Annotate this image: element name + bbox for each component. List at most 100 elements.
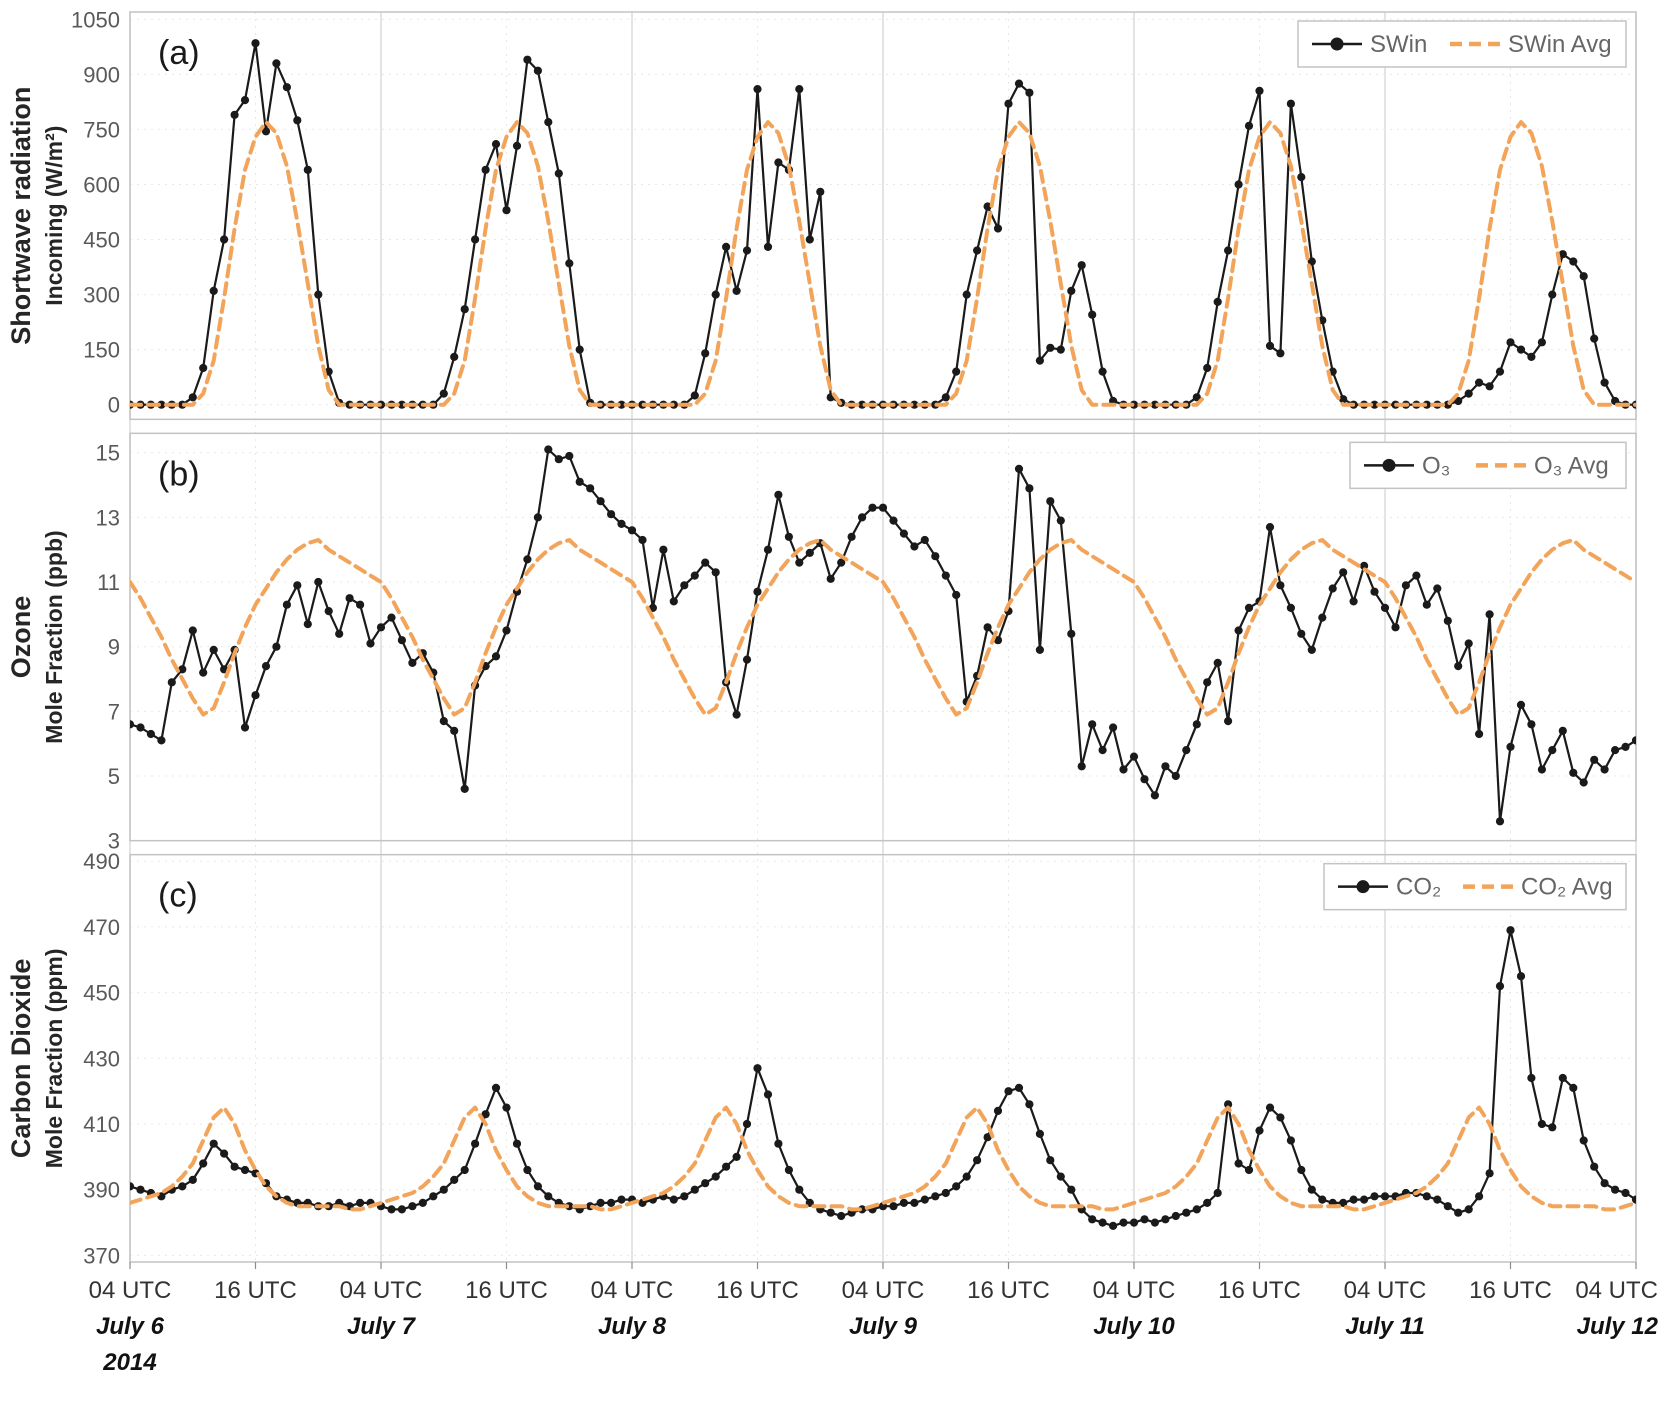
data-marker bbox=[356, 600, 365, 609]
data-marker bbox=[1506, 926, 1515, 935]
x-date-label: July 12 bbox=[1577, 1313, 1659, 1340]
data-marker bbox=[533, 1182, 543, 1191]
y-tick-label: 470 bbox=[83, 915, 120, 940]
y-tick-label: 3 bbox=[108, 829, 120, 854]
y-axis-subtitle: Incoming (W/m²) bbox=[41, 126, 67, 306]
legend-label: SWin Avg bbox=[1508, 31, 1612, 58]
data-marker bbox=[1244, 603, 1254, 613]
data-marker bbox=[732, 286, 741, 295]
data-marker bbox=[1548, 1123, 1557, 1132]
data-marker bbox=[303, 620, 312, 629]
data-marker bbox=[1516, 345, 1526, 354]
data-marker bbox=[1004, 99, 1013, 108]
x-tick-label: 04 UTC bbox=[1093, 1277, 1176, 1304]
y-tick-label: 410 bbox=[83, 1112, 120, 1137]
data-marker bbox=[1046, 497, 1055, 506]
data-marker bbox=[450, 1175, 459, 1184]
data-marker bbox=[157, 736, 166, 745]
data-marker bbox=[512, 1139, 522, 1148]
data-marker bbox=[1370, 587, 1379, 596]
data-marker bbox=[1056, 345, 1065, 354]
data-marker bbox=[1537, 338, 1546, 347]
x-year-label: 2014 bbox=[102, 1349, 156, 1376]
data-marker bbox=[1192, 393, 1201, 402]
data-marker bbox=[1569, 257, 1578, 266]
x-tick-label: 16 UTC bbox=[1469, 1277, 1552, 1304]
x-tick-label: 04 UTC bbox=[1344, 1277, 1427, 1304]
data-marker bbox=[983, 623, 992, 632]
data-marker bbox=[1495, 817, 1505, 826]
data-marker bbox=[565, 451, 574, 461]
data-marker bbox=[753, 1064, 762, 1073]
data-marker bbox=[460, 784, 469, 794]
y-tick-label: 430 bbox=[83, 1046, 120, 1071]
data-marker bbox=[575, 477, 584, 486]
data-marker bbox=[167, 678, 176, 687]
data-marker bbox=[1537, 1119, 1546, 1129]
data-marker bbox=[1276, 349, 1285, 358]
data-marker bbox=[1516, 700, 1526, 710]
data-marker bbox=[1339, 395, 1348, 404]
data-marker bbox=[1276, 1113, 1285, 1122]
y-tick-label: 390 bbox=[83, 1178, 120, 1203]
y-axis-title: Shortwave radiation bbox=[6, 87, 36, 345]
data-marker bbox=[1224, 246, 1233, 255]
data-marker bbox=[701, 558, 710, 567]
data-marker bbox=[1422, 600, 1431, 609]
y-tick-label: 1050 bbox=[71, 7, 120, 32]
data-marker bbox=[1401, 581, 1410, 590]
data-marker bbox=[491, 1083, 501, 1092]
data-marker bbox=[303, 165, 312, 174]
data-marker bbox=[1621, 1188, 1630, 1198]
data-marker bbox=[533, 66, 543, 75]
data-marker bbox=[1464, 1205, 1473, 1214]
data-marker bbox=[1265, 1103, 1275, 1112]
x-date-label: July 8 bbox=[598, 1313, 667, 1340]
data-marker bbox=[1014, 1083, 1024, 1092]
data-marker bbox=[1297, 1165, 1306, 1175]
data-marker bbox=[1516, 972, 1526, 981]
data-marker bbox=[1349, 1195, 1358, 1204]
data-marker bbox=[1035, 1129, 1044, 1138]
legend-label: SWin bbox=[1370, 31, 1427, 58]
data-marker bbox=[795, 85, 804, 94]
data-marker bbox=[1558, 250, 1567, 259]
data-marker bbox=[1192, 1205, 1201, 1214]
data-marker bbox=[397, 1205, 406, 1214]
panel-a: 0 150 300 450 600 750 900 1050 Shortwave radiati… bbox=[6, 7, 1637, 421]
data-marker bbox=[1548, 746, 1557, 755]
data-marker bbox=[376, 623, 386, 632]
y-axis-title: Carbon Dioxide bbox=[6, 959, 36, 1159]
data-marker bbox=[607, 510, 616, 519]
data-marker bbox=[763, 242, 773, 251]
series-avg-line bbox=[130, 538, 1636, 717]
data-marker bbox=[962, 1172, 971, 1181]
data-marker bbox=[753, 587, 762, 596]
data-marker bbox=[742, 655, 752, 664]
data-marker bbox=[973, 246, 982, 255]
y-tick-label: 7 bbox=[108, 699, 120, 724]
data-marker bbox=[952, 367, 961, 376]
data-marker bbox=[774, 1139, 783, 1148]
panel-c: 370 390 410 430 450 470 490 Carbon Dioxide Mole … bbox=[6, 849, 1637, 1268]
data-marker bbox=[690, 1185, 699, 1194]
data-marker bbox=[314, 290, 323, 299]
data-marker bbox=[1443, 616, 1452, 625]
data-marker bbox=[941, 393, 950, 402]
data-marker bbox=[920, 535, 929, 545]
data-marker bbox=[763, 1090, 773, 1099]
data-marker bbox=[502, 626, 511, 635]
x-tick-label: 04 UTC bbox=[591, 1277, 674, 1304]
x-tick-label: 16 UTC bbox=[465, 1277, 548, 1304]
data-marker bbox=[1109, 1221, 1118, 1230]
data-marker bbox=[324, 607, 333, 616]
data-marker bbox=[1286, 603, 1295, 613]
data-marker bbox=[130, 720, 135, 729]
series-group bbox=[130, 926, 1636, 1230]
data-marker bbox=[523, 1165, 532, 1175]
data-marker bbox=[544, 445, 553, 454]
data-marker bbox=[1182, 746, 1191, 755]
data-marker bbox=[533, 513, 543, 522]
data-marker bbox=[910, 542, 919, 551]
